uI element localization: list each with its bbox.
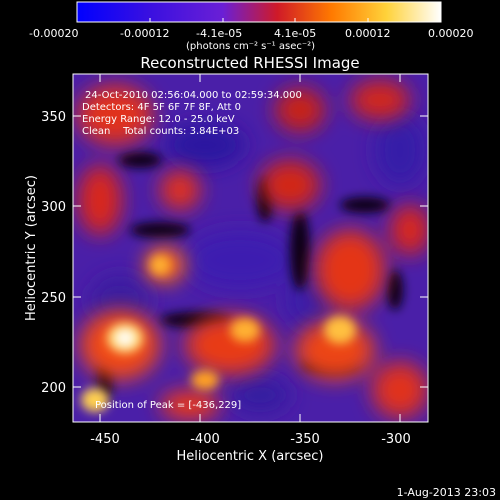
colorbar-gradient bbox=[76, 1, 442, 23]
peak-position-label: Position of Peak = [-436,229] bbox=[95, 400, 241, 411]
colorbar-ticks bbox=[76, 18, 442, 22]
plot-title: Reconstructed RHESSI Image bbox=[140, 54, 359, 72]
y-tick-label: 300 bbox=[41, 200, 66, 215]
plot-frame bbox=[72, 73, 429, 423]
clean-counts-label: Clean Total counts: 3.84E+03 bbox=[82, 126, 239, 137]
peak-regions bbox=[81, 255, 356, 412]
energy-range-label: Energy Range: 12.0 - 25.0 keV bbox=[82, 114, 235, 125]
colorbar-tick-label: 0.00012 bbox=[345, 27, 391, 40]
colorbar-unit-label: (photons cm⁻² s⁻¹ asec⁻²) bbox=[186, 41, 315, 52]
time-range-label: 24-Oct-2010 02:56:04.000 to 02:59:34.000 bbox=[85, 90, 302, 101]
image-annotations: 24-Oct-2010 02:56:04.000 to 02:59:34.000… bbox=[82, 90, 302, 411]
colorbar-tick-label: -0.00012 bbox=[120, 27, 169, 40]
colorbar: -0.00020 -0.00012 -4.1e-05 4.1e-05 0.000… bbox=[29, 1, 474, 52]
colorbar-tick-label: 4.1e-05 bbox=[274, 27, 316, 40]
y-axis-label: Heliocentric Y (arcsec) bbox=[24, 175, 39, 321]
axis-ticks bbox=[73, 74, 428, 422]
colorbar-tick-label: -0.00020 bbox=[29, 27, 78, 40]
detectors-label: Detectors: 4F 5F 6F 7F 8F, Att 0 bbox=[82, 102, 241, 113]
x-axis-label: Heliocentric X (arcsec) bbox=[177, 449, 324, 464]
image-map bbox=[73, 74, 428, 422]
y-tick-label: 350 bbox=[41, 110, 66, 125]
footer-date: 1-Aug-2013 23:03 bbox=[397, 486, 496, 499]
y-tick-label: 200 bbox=[41, 381, 66, 396]
x-tick-label: -400 bbox=[190, 432, 220, 447]
x-tick-label: -300 bbox=[381, 432, 411, 447]
y-tick-label: 250 bbox=[41, 291, 66, 306]
x-tick-label: -350 bbox=[290, 432, 320, 447]
colorbar-tick-label: 0.00020 bbox=[428, 27, 474, 40]
x-tick-label: -450 bbox=[90, 432, 120, 447]
colorbar-tick-label: -4.1e-05 bbox=[196, 27, 242, 40]
